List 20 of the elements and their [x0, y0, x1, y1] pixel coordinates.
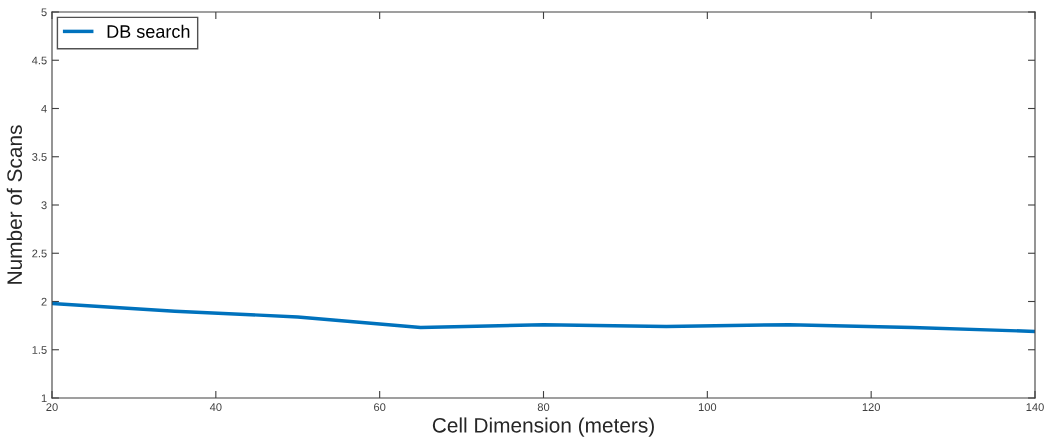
- x-tick-label: 120: [862, 403, 880, 412]
- y-tick-label: 1.5: [32, 346, 47, 354]
- legend-label: DB search: [107, 24, 190, 38]
- x-tick-label: 20: [46, 403, 58, 412]
- y-tick-label: 2: [41, 297, 47, 306]
- y-tick-label: 3.5: [32, 153, 47, 161]
- x-tick-label: 100: [698, 403, 717, 412]
- y-tick-label: 4.5: [31, 56, 47, 65]
- x-tick-label: 140: [1026, 403, 1044, 412]
- x-tick-label: 80: [537, 403, 550, 412]
- x-tick-label: 40: [209, 403, 222, 412]
- y-tick-label: 3: [41, 201, 47, 210]
- y-tick-label: 1: [41, 394, 47, 403]
- x-tick-label: 60: [374, 403, 386, 412]
- y-tick-label: 5: [41, 8, 47, 17]
- y-tick-label: 2.5: [32, 249, 47, 258]
- y-axis-title: Number of Scans: [6, 125, 23, 284]
- line-series: [52, 301, 1035, 334]
- y-tick-label: 4: [41, 104, 47, 113]
- x-axis-title: Cell Dimension (meters): [432, 417, 654, 437]
